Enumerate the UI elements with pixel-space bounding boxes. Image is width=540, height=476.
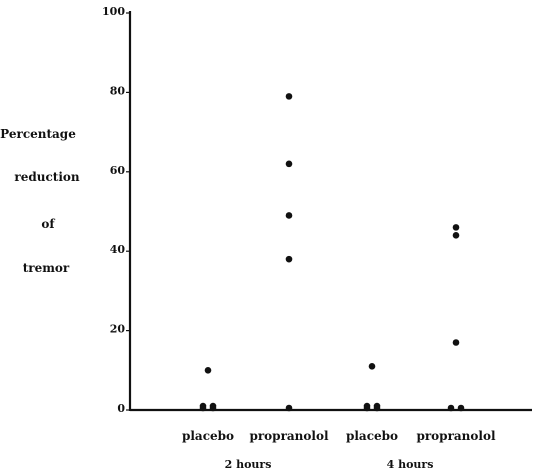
data-point	[363, 404, 371, 412]
y-ticks: 0 20 40 60 80 100	[102, 5, 130, 415]
x-category-label: placebo	[182, 429, 234, 443]
data-points	[199, 93, 465, 412]
data-point	[368, 363, 376, 370]
data-point	[285, 255, 293, 263]
x-group-labels: 2 hours 4 hours	[225, 458, 434, 471]
y-tick-label: 0	[117, 402, 125, 415]
data-point	[285, 93, 293, 100]
data-point	[373, 404, 381, 412]
data-point	[204, 367, 212, 374]
x-category-label: propranolol	[249, 429, 328, 443]
data-point	[285, 160, 293, 168]
axes	[128, 11, 532, 412]
x-group-label: 4 hours	[387, 458, 434, 471]
y-tick-label: 80	[110, 84, 126, 97]
x-group-label: 2 hours	[225, 458, 272, 471]
data-point	[452, 339, 460, 346]
data-point	[285, 404, 293, 412]
x-category-labels: placebo propranolol placebo propranolol	[182, 429, 496, 443]
data-point	[285, 212, 293, 219]
y-tick-label: 40	[110, 243, 126, 256]
x-category-label: propranolol	[416, 429, 495, 443]
y-axis-label: Percentage reduction of tremor	[0, 127, 80, 275]
data-point	[209, 404, 217, 412]
data-point	[199, 404, 207, 412]
y-tick-label: 20	[110, 323, 126, 336]
y-tick-label: 60	[110, 164, 126, 177]
y-axis-label-line: Percentage	[0, 127, 76, 141]
x-category-label: placebo	[346, 429, 398, 443]
data-point	[452, 232, 460, 239]
data-point	[457, 404, 465, 412]
y-axis-label-line: of	[41, 217, 55, 231]
y-tick-label: 100	[102, 5, 125, 18]
y-axis-label-line: tremor	[23, 261, 70, 275]
y-axis-label-line: reduction	[14, 170, 79, 184]
data-point	[452, 224, 460, 231]
data-point	[447, 404, 455, 412]
